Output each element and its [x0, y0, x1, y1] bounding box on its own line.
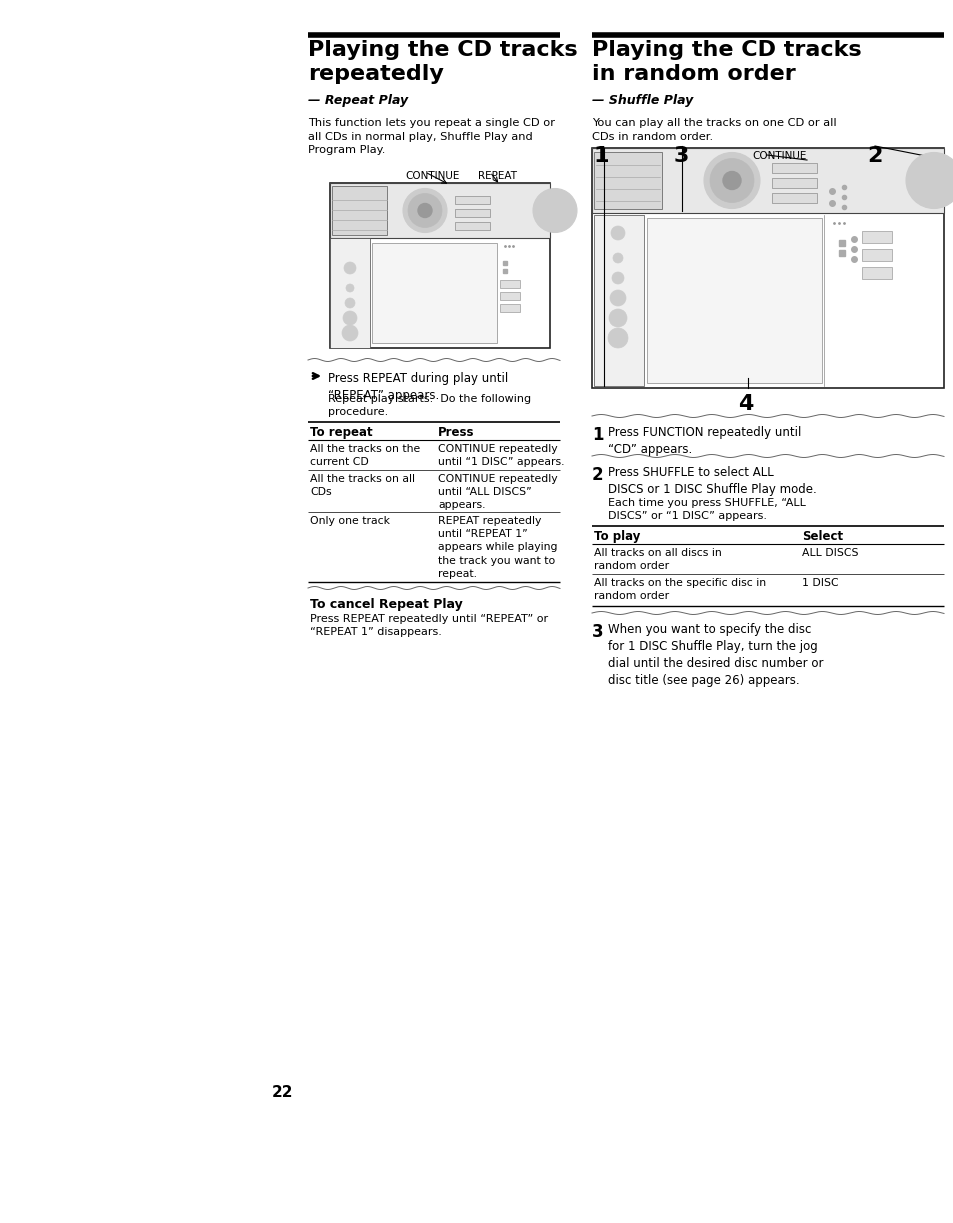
Bar: [771, 179, 816, 188]
Text: 3: 3: [592, 623, 603, 641]
Text: When you want to specify the disc
for 1 DISC Shuffle Play, turn the jog
dial unt: When you want to specify the disc for 1 …: [607, 623, 822, 687]
Text: Press REPEAT during play until
“REPEAT” appears.: Press REPEAT during play until “REPEAT” …: [328, 372, 508, 401]
Bar: [330, 183, 550, 349]
Text: CONTINUE: CONTINUE: [751, 150, 805, 161]
Text: Repeat play starts.  Do the following
procedure.: Repeat play starts. Do the following pro…: [328, 394, 531, 417]
Bar: [771, 193, 816, 203]
Bar: [862, 249, 891, 260]
Bar: [771, 163, 816, 172]
Text: in random order: in random order: [592, 64, 795, 84]
Circle shape: [610, 226, 624, 240]
Text: REPEAT: REPEAT: [477, 171, 517, 181]
Text: — Repeat Play: — Repeat Play: [308, 94, 408, 106]
Circle shape: [608, 309, 626, 327]
Text: repeatedly: repeatedly: [308, 64, 443, 84]
Text: 1 DISC: 1 DISC: [801, 578, 838, 588]
Circle shape: [722, 171, 740, 190]
Text: You can play all the tracks on one CD or all
CDs in random order.: You can play all the tracks on one CD or…: [592, 117, 836, 142]
Circle shape: [533, 188, 577, 232]
Text: All the tracks on all
CDs: All the tracks on all CDs: [310, 475, 415, 498]
Text: 3: 3: [673, 146, 689, 166]
Bar: [646, 218, 821, 383]
Text: All tracks on all discs in
random order: All tracks on all discs in random order: [594, 548, 721, 571]
Circle shape: [343, 311, 356, 325]
Text: CONTINUE repeatedly
until “1 DISC” appears.: CONTINUE repeatedly until “1 DISC” appea…: [437, 444, 564, 467]
Bar: [330, 238, 370, 349]
Bar: [499, 305, 519, 312]
Text: 2: 2: [866, 146, 882, 166]
Bar: [455, 209, 490, 216]
Text: 1: 1: [592, 426, 603, 444]
Bar: [499, 292, 519, 300]
Text: This function lets you repeat a single CD or
all CDs in normal play, Shuffle Pla: This function lets you repeat a single C…: [308, 117, 555, 155]
Circle shape: [402, 188, 447, 232]
Circle shape: [613, 253, 622, 263]
Bar: [594, 215, 643, 386]
Circle shape: [703, 153, 760, 208]
Text: REPEAT repeatedly
until “REPEAT 1”
appears while playing
the track you want to
r: REPEAT repeatedly until “REPEAT 1” appea…: [437, 516, 557, 578]
Text: Press SHUFFLE to select ALL
DISCS or 1 DISC Shuffle Play mode.: Press SHUFFLE to select ALL DISCS or 1 D…: [607, 466, 816, 497]
Circle shape: [609, 290, 625, 306]
Circle shape: [408, 193, 441, 227]
Text: 22: 22: [272, 1085, 294, 1099]
Circle shape: [344, 262, 355, 274]
Text: To cancel Repeat Play: To cancel Repeat Play: [310, 598, 462, 612]
Text: CONTINUE repeatedly
until “ALL DISCS”
appears.: CONTINUE repeatedly until “ALL DISCS” ap…: [437, 475, 558, 510]
Text: — Shuffle Play: — Shuffle Play: [592, 94, 693, 106]
Circle shape: [346, 284, 354, 292]
Text: Playing the CD tracks: Playing the CD tracks: [592, 40, 861, 60]
Text: Press FUNCTION repeatedly until
“CD” appears.: Press FUNCTION repeatedly until “CD” app…: [607, 426, 801, 456]
Bar: [592, 148, 943, 213]
Bar: [455, 223, 490, 230]
Bar: [499, 280, 519, 287]
Circle shape: [607, 328, 627, 349]
Text: 2: 2: [592, 466, 603, 484]
Text: To repeat: To repeat: [310, 426, 373, 439]
Text: 4: 4: [738, 394, 753, 415]
Text: All the tracks on the
current CD: All the tracks on the current CD: [310, 444, 420, 467]
Text: Press: Press: [437, 426, 474, 439]
Bar: [862, 267, 891, 279]
Text: Each time you press SHUFFLE, “ALL
DISCS” or “1 DISC” appears.: Each time you press SHUFFLE, “ALL DISCS”…: [607, 498, 805, 521]
Circle shape: [345, 298, 355, 308]
Text: All tracks on the specific disc in
random order: All tracks on the specific disc in rando…: [594, 578, 765, 602]
Text: Select: Select: [801, 530, 842, 543]
Bar: [862, 231, 891, 243]
Circle shape: [612, 272, 623, 284]
Bar: [455, 196, 490, 204]
Text: 1: 1: [594, 146, 609, 166]
Bar: [592, 148, 943, 388]
Text: Only one track: Only one track: [310, 516, 390, 526]
Bar: [330, 183, 550, 238]
Text: CONTINUE: CONTINUE: [405, 171, 459, 181]
Text: Press REPEAT repeatedly until “REPEAT” or
“REPEAT 1” disappears.: Press REPEAT repeatedly until “REPEAT” o…: [310, 614, 548, 637]
Circle shape: [905, 153, 953, 208]
Circle shape: [417, 203, 432, 218]
Bar: [594, 152, 661, 209]
Text: To play: To play: [594, 530, 639, 543]
Bar: [332, 186, 387, 235]
Circle shape: [709, 159, 753, 203]
Text: ALL DISCS: ALL DISCS: [801, 548, 858, 558]
Circle shape: [341, 325, 357, 341]
Bar: [372, 243, 497, 342]
Text: Playing the CD tracks: Playing the CD tracks: [308, 40, 577, 60]
